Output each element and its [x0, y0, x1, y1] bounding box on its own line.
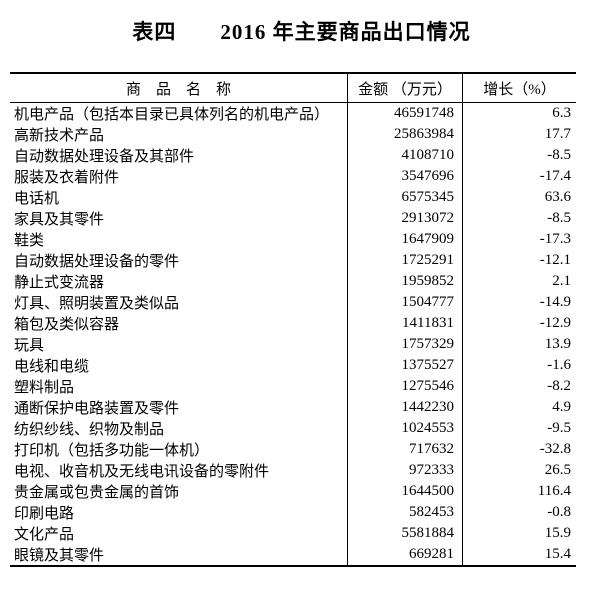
- growth-cell: -1.6: [462, 355, 576, 376]
- table-row: 箱包及类似容器 1411831 -12.9: [10, 313, 576, 334]
- growth-cell: -17.4: [462, 166, 576, 187]
- amount-cell: 6575345: [347, 187, 462, 208]
- growth-cell: -0.8: [462, 502, 576, 523]
- growth-cell: -8.5: [462, 145, 576, 166]
- growth-cell: -9.5: [462, 418, 576, 439]
- amount-cell: 1504777: [347, 292, 462, 313]
- table-row: 电线和电缆 1375527 -1.6: [10, 355, 576, 376]
- growth-cell: 13.9: [462, 334, 576, 355]
- table-row: 纺织纱线、织物及制品 1024553 -9.5: [10, 418, 576, 439]
- commodity-name-cell: 眼镜及其零件: [14, 548, 105, 564]
- table-row: 灯具、照明装置及类似品 1504777 -14.9: [10, 292, 576, 313]
- growth-cell: 6.3: [462, 103, 576, 124]
- amount-cell: 1411831: [347, 313, 462, 334]
- table-row: 高新技术产品 25863984 17.7: [10, 124, 576, 145]
- commodity-name-cell: 电视、收音机及无线电讯设备的零附件: [14, 464, 270, 480]
- commodity-name-cell: 电线和电缆: [14, 359, 90, 375]
- amount-cell: 1959852: [347, 271, 462, 292]
- table-row: 通断保护电路装置及零件 1442230 4.9: [10, 397, 576, 418]
- amount-cell: 25863984: [347, 124, 462, 145]
- growth-cell: -8.5: [462, 208, 576, 229]
- amount-cell: 5581884: [347, 523, 462, 544]
- table-row: 自动数据处理设备及其部件 4108710 -8.5: [10, 145, 576, 166]
- commodity-name-cell: 家具及其零件: [14, 212, 105, 228]
- table-row: 静止式变流器 1959852 2.1: [10, 271, 576, 292]
- amount-cell: 3547696: [347, 166, 462, 187]
- table-row: 机电产品（包括本目录已具体列名的机电产品） 46591748 6.3: [10, 103, 576, 124]
- growth-cell: 17.7: [462, 124, 576, 145]
- growth-cell: -12.1: [462, 250, 576, 271]
- column-header-commodity: 商 品 名 称: [125, 81, 231, 98]
- commodity-name-cell: 打印机（包括多功能一体机）: [14, 443, 210, 459]
- table-row: 印刷电路 582453 -0.8: [10, 502, 576, 523]
- commodity-name-cell: 机电产品（包括本目录已具体列名的机电产品）: [14, 107, 330, 123]
- commodity-name-cell: 纺织纱线、织物及制品: [14, 422, 165, 438]
- amount-cell: 717632: [347, 439, 462, 460]
- table-row: 打印机（包括多功能一体机） 717632 -32.8: [10, 439, 576, 460]
- amount-cell: 1375527: [347, 355, 462, 376]
- table-body: 机电产品（包括本目录已具体列名的机电产品） 46591748 6.3 高新技术产品 25…: [10, 103, 576, 565]
- commodity-name-cell: 静止式变流器: [14, 275, 105, 291]
- amount-cell: 1647909: [347, 229, 462, 250]
- table-row: 服装及衣着附件 3547696 -17.4: [10, 166, 576, 187]
- commodity-name-cell: 灯具、照明装置及类似品: [14, 296, 180, 312]
- growth-cell: 63.6: [462, 187, 576, 208]
- growth-cell: -14.9: [462, 292, 576, 313]
- amount-cell: 582453: [347, 502, 462, 523]
- table-row: 自动数据处理设备的零件 1725291 -12.1: [10, 250, 576, 271]
- commodity-name-cell: 箱包及类似容器: [14, 317, 120, 333]
- table-row: 玩具 1757329 13.9: [10, 334, 576, 355]
- table-title: 表四 2016 年主要商品出口情况: [132, 20, 471, 44]
- amount-cell: 46591748: [347, 103, 462, 124]
- commodity-name-cell: 电话机: [14, 191, 60, 207]
- table-row: 眼镜及其零件 669281 15.4: [10, 544, 576, 565]
- growth-cell: -32.8: [462, 439, 576, 460]
- growth-cell: -12.9: [462, 313, 576, 334]
- table-row: 电视、收音机及无线电讯设备的零附件 972333 26.5: [10, 460, 576, 481]
- growth-cell: 15.4: [462, 544, 576, 565]
- growth-cell: 26.5: [462, 460, 576, 481]
- commodity-name-cell: 印刷电路: [14, 506, 75, 522]
- amount-cell: 1644500: [347, 481, 462, 502]
- commodity-name-cell: 高新技术产品: [14, 128, 105, 144]
- amount-cell: 4108710: [347, 145, 462, 166]
- amount-cell: 1757329: [347, 334, 462, 355]
- amount-cell: 669281: [347, 544, 462, 565]
- amount-cell: 1725291: [347, 250, 462, 271]
- commodity-name-cell: 自动数据处理设备的零件: [14, 254, 180, 270]
- commodity-name-cell: 自动数据处理设备及其部件: [14, 149, 195, 165]
- commodity-name-cell: 塑料制品: [14, 380, 75, 396]
- commodity-name-cell: 服装及衣着附件: [14, 170, 120, 186]
- column-header-growth: 增长（%）: [462, 74, 576, 102]
- table-row: 电话机 6575345 63.6: [10, 187, 576, 208]
- growth-cell: -8.2: [462, 376, 576, 397]
- amount-cell: 1442230: [347, 397, 462, 418]
- amount-cell: 2913072: [347, 208, 462, 229]
- growth-cell: 4.9: [462, 397, 576, 418]
- growth-cell: 116.4: [462, 481, 576, 502]
- amount-cell: 972333: [347, 460, 462, 481]
- amount-cell: 1275546: [347, 376, 462, 397]
- table-row: 塑料制品 1275546 -8.2: [10, 376, 576, 397]
- growth-cell: 15.9: [462, 523, 576, 544]
- commodity-name-cell: 通断保护电路装置及零件: [14, 401, 180, 417]
- commodity-name-cell: 玩具: [14, 338, 45, 354]
- growth-cell: -17.3: [462, 229, 576, 250]
- table-row: 贵金属或包贵金属的首饰 1644500 116.4: [10, 481, 576, 502]
- growth-cell: 2.1: [462, 271, 576, 292]
- commodity-name-cell: 贵金属或包贵金属的首饰: [14, 485, 180, 501]
- table-row: 家具及其零件 2913072 -8.5: [10, 208, 576, 229]
- amount-cell: 1024553: [347, 418, 462, 439]
- commodity-name-cell: 文化产品: [14, 527, 75, 543]
- table-row: 文化产品 5581884 15.9: [10, 523, 576, 544]
- table-header-row: 商 品 名 称 金额 （万元） 增长（%）: [10, 74, 576, 103]
- column-header-amount: 金额 （万元）: [347, 74, 462, 102]
- table-row: 鞋类 1647909 -17.3: [10, 229, 576, 250]
- commodity-name-cell: 鞋类: [14, 233, 45, 249]
- export-table: 商 品 名 称 金额 （万元） 增长（%） 机电产品（包括本目录已具体列名的机电…: [10, 72, 576, 567]
